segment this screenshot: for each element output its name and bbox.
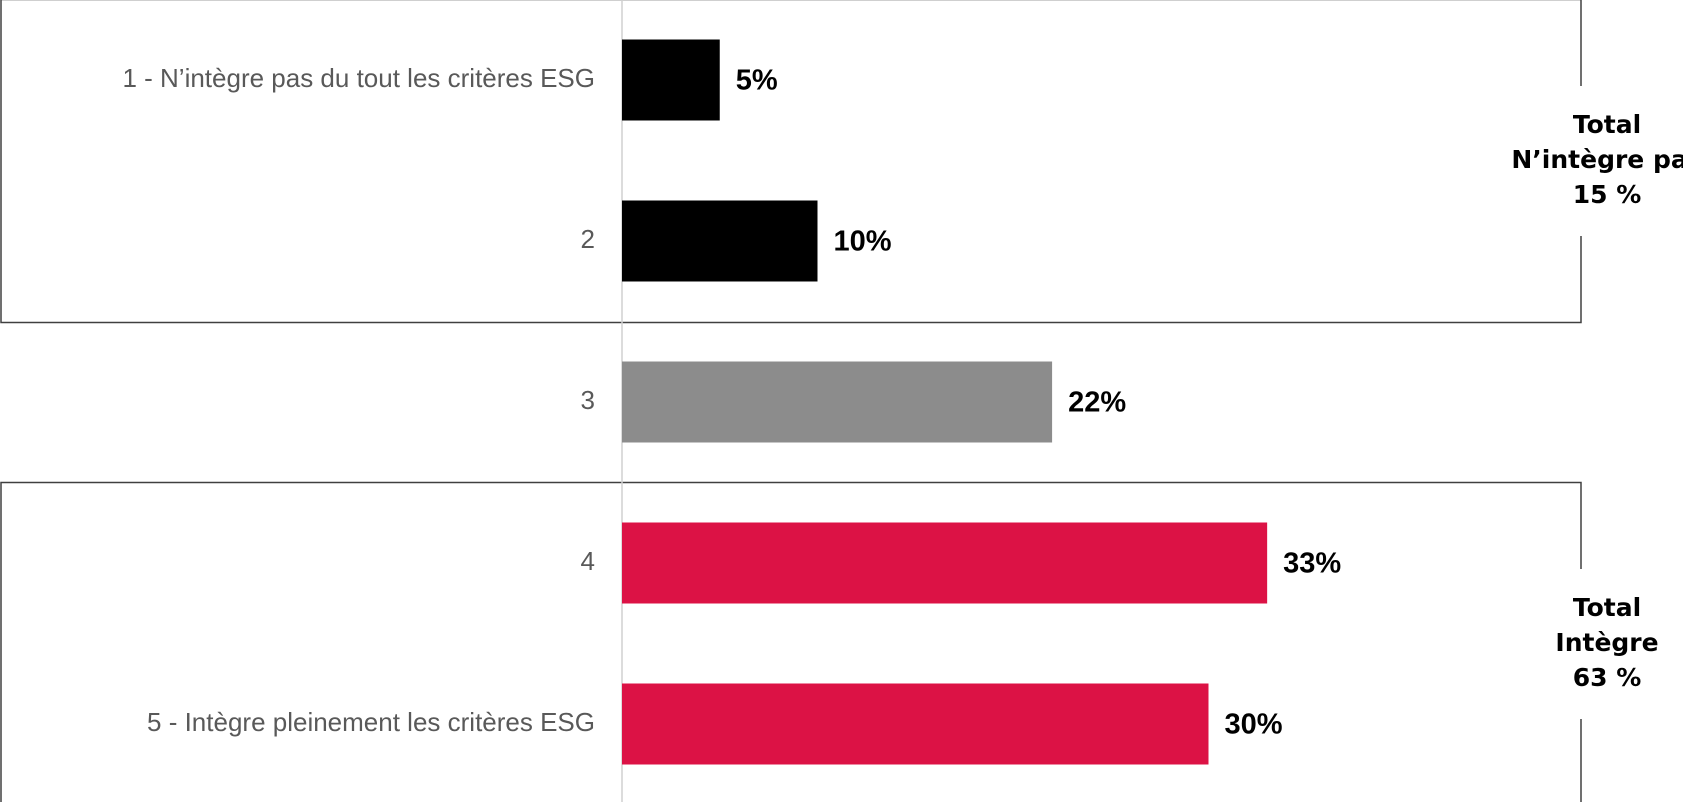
value-labels: 5% 10% 22% 33% 30%	[736, 65, 1342, 741]
group-box-1	[0, 0, 1582, 324]
group-total-1-line-3: 15 %	[1573, 180, 1642, 209]
bars	[622, 39, 1268, 765]
category-label-1: 1 - N’intègre pas du tout les critères E…	[122, 63, 595, 93]
bar-3	[622, 361, 1053, 443]
bar-2	[622, 200, 818, 282]
value-label-4: 33%	[1283, 548, 1341, 580]
value-label-5: 30%	[1225, 709, 1283, 741]
group-total-2-line-2: Intègre	[1555, 628, 1658, 657]
value-label-1: 5%	[736, 65, 778, 97]
group-boxes	[0, 0, 1582, 802]
bar-1	[622, 39, 720, 121]
group-box-2	[0, 481, 1582, 802]
category-label-3: 3	[581, 385, 595, 415]
group-total-1-line-1: Total	[1573, 110, 1641, 139]
category-label-4: 4	[581, 546, 595, 576]
value-label-3: 22%	[1068, 387, 1126, 419]
group-total-1-line-2: N’intègre pas	[1511, 145, 1683, 174]
group-total-2-line-1: Total	[1573, 593, 1641, 622]
bar-4	[622, 522, 1268, 604]
category-label-2: 2	[581, 224, 595, 254]
category-labels: 1 - N’intègre pas du tout les critères E…	[122, 63, 595, 737]
group-totals: Total N’intègre pas 15 % Total Intègre 63 %	[1511, 110, 1683, 692]
category-label-5: 5 - Intègre pleinement les critères ESG	[147, 707, 595, 737]
group-total-2-line-3: 63 %	[1573, 663, 1642, 692]
value-label-2: 10%	[834, 226, 892, 258]
bar-5	[622, 683, 1209, 765]
